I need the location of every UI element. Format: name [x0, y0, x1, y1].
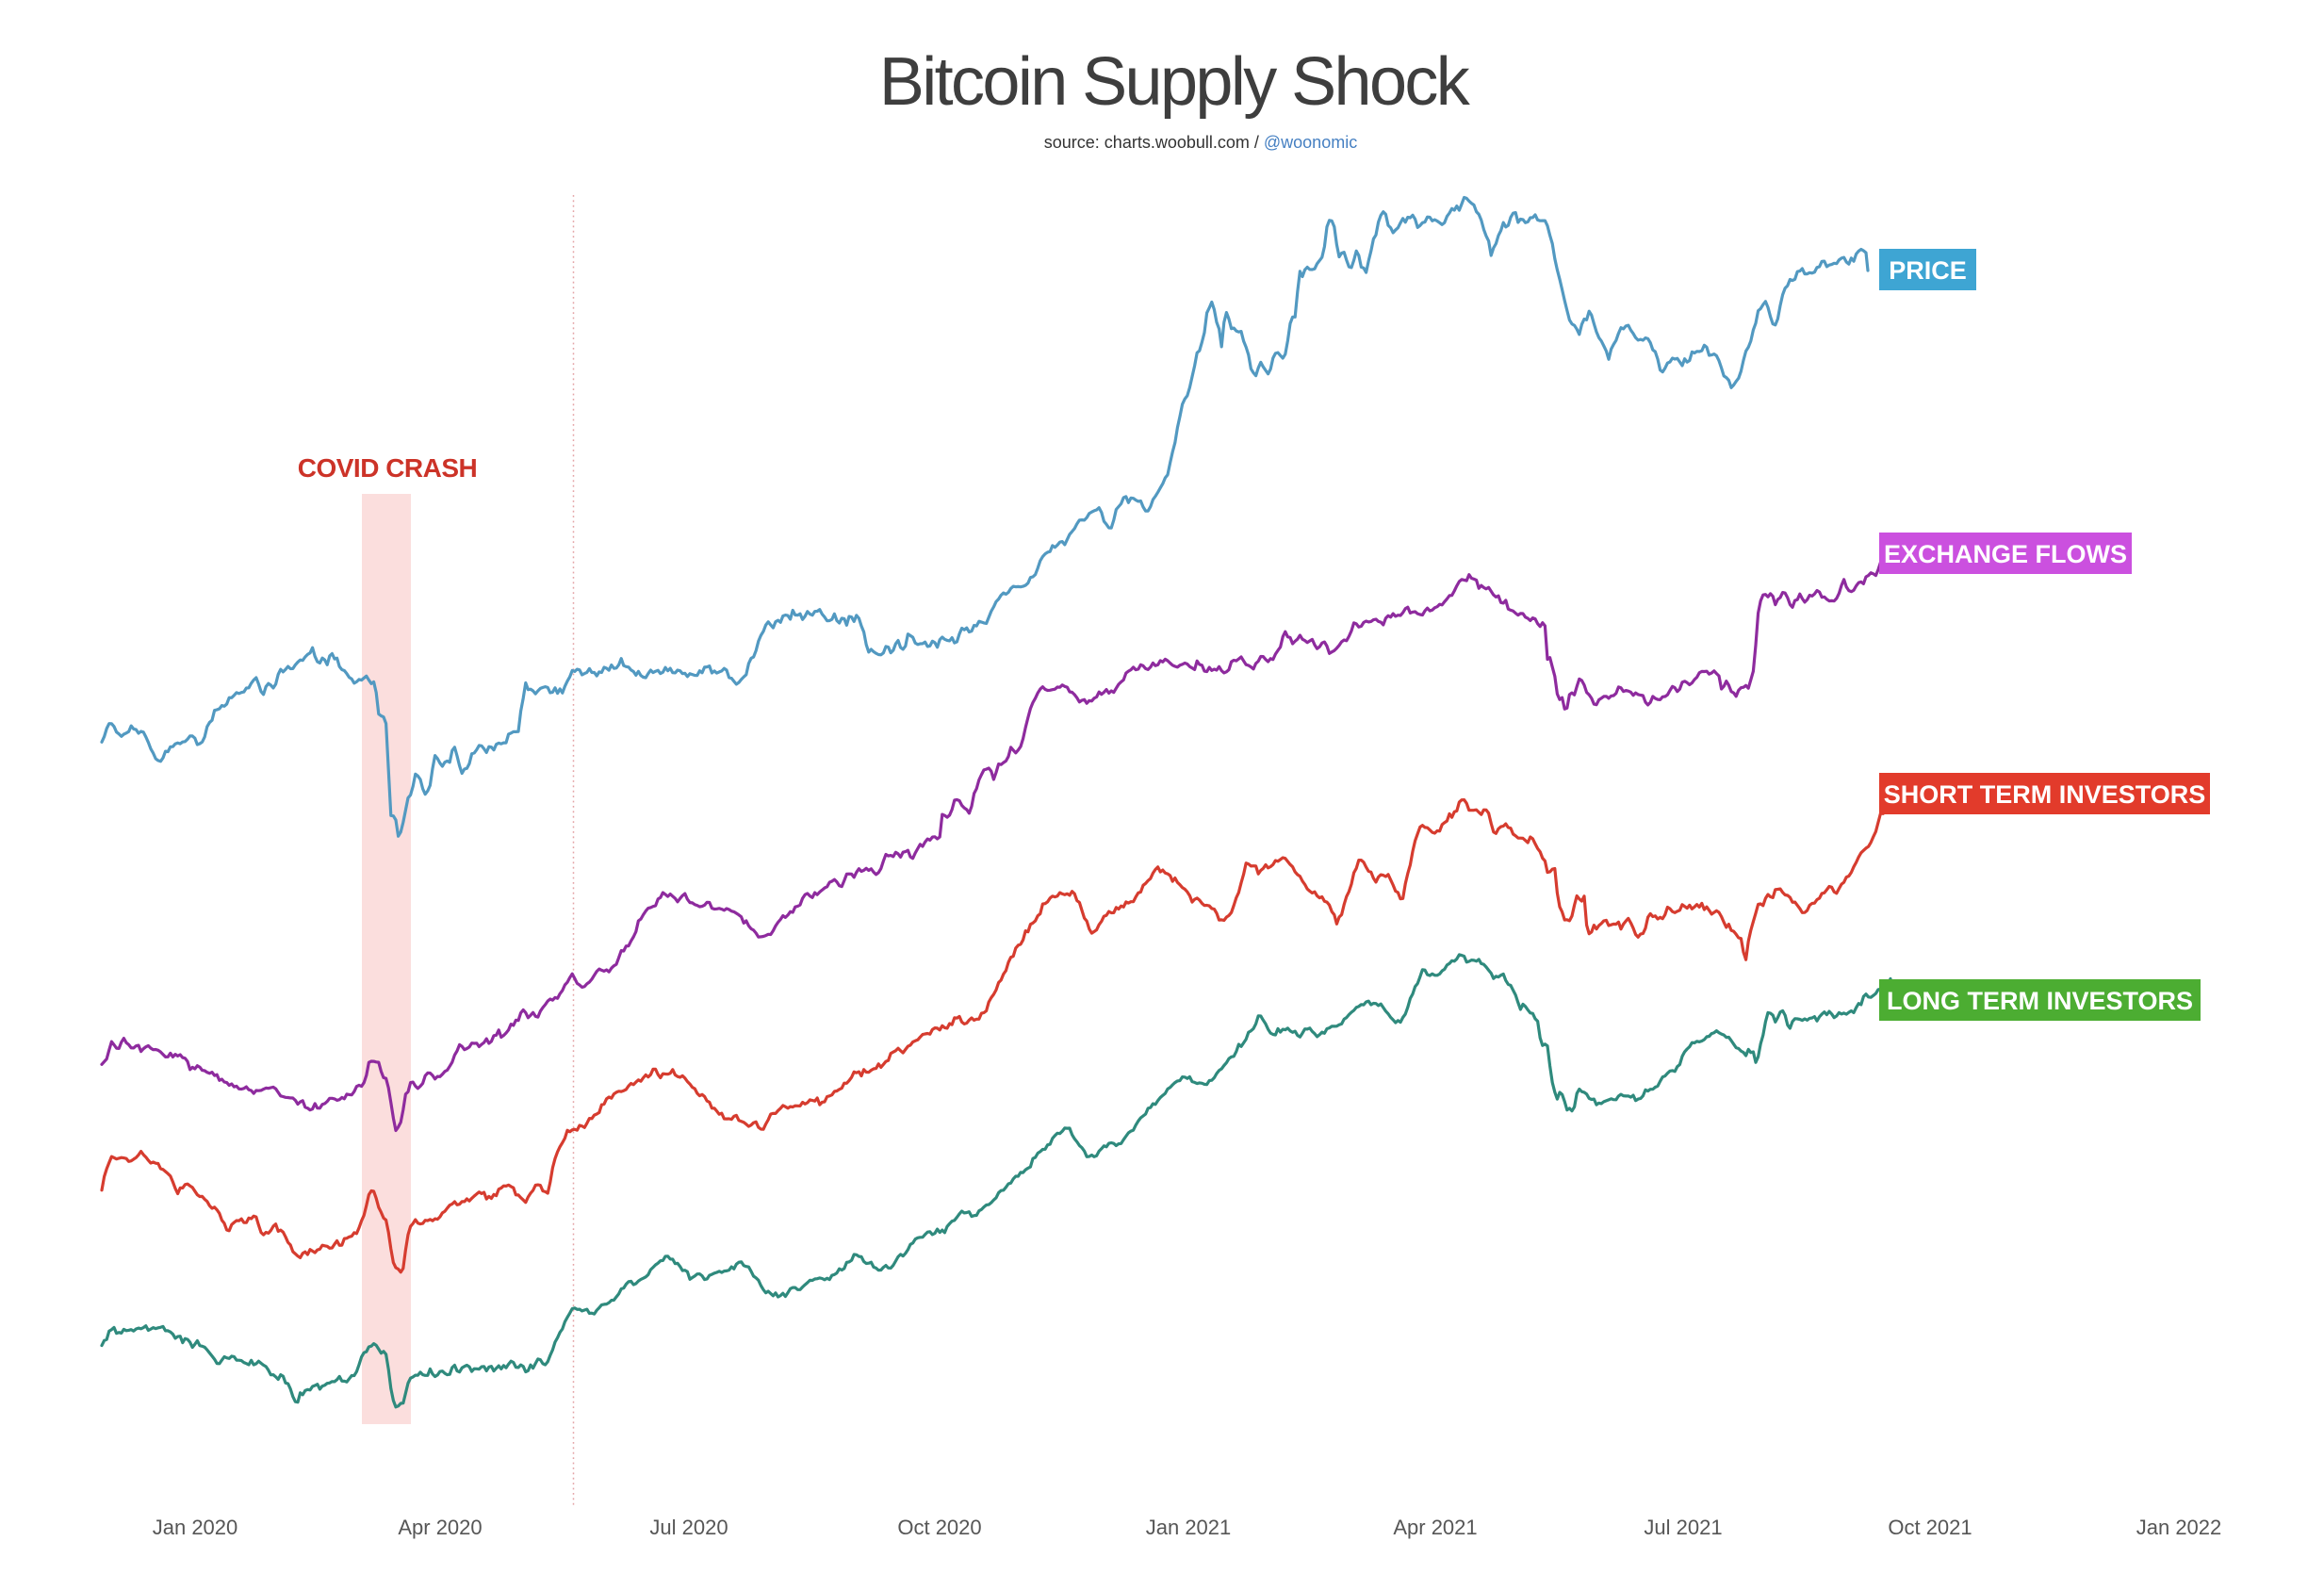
svg-text:Jan 2022: Jan 2022 — [2136, 1516, 2222, 1539]
svg-text:Apr 2020: Apr 2020 — [398, 1516, 482, 1539]
svg-text:PRICE: PRICE — [1889, 256, 1967, 285]
svg-text:Oct 2021: Oct 2021 — [1888, 1516, 1972, 1539]
svg-text:Apr 2021: Apr 2021 — [1393, 1516, 1477, 1539]
svg-text:EXCHANGE FLOWS: EXCHANGE FLOWS — [1884, 540, 2127, 568]
svg-text:Bitcoin Supply Shock: Bitcoin Supply Shock — [879, 44, 1471, 120]
svg-text:LONG TERM INVESTORS: LONG TERM INVESTORS — [1887, 987, 2193, 1015]
svg-text:Oct 2020: Oct 2020 — [897, 1516, 981, 1539]
svg-text:Jan 2020: Jan 2020 — [153, 1516, 238, 1539]
svg-text:Jul 2021: Jul 2021 — [1644, 1516, 1722, 1539]
svg-text:Jul 2020: Jul 2020 — [649, 1516, 728, 1539]
svg-text:source: charts.woobull.com / @: source: charts.woobull.com / @woonomic — [1044, 133, 1357, 152]
svg-text:COVID CRASH: COVID CRASH — [298, 453, 478, 483]
svg-text:SHORT TERM INVESTORS: SHORT TERM INVESTORS — [1884, 780, 2206, 809]
svg-text:Jan 2021: Jan 2021 — [1146, 1516, 1232, 1539]
